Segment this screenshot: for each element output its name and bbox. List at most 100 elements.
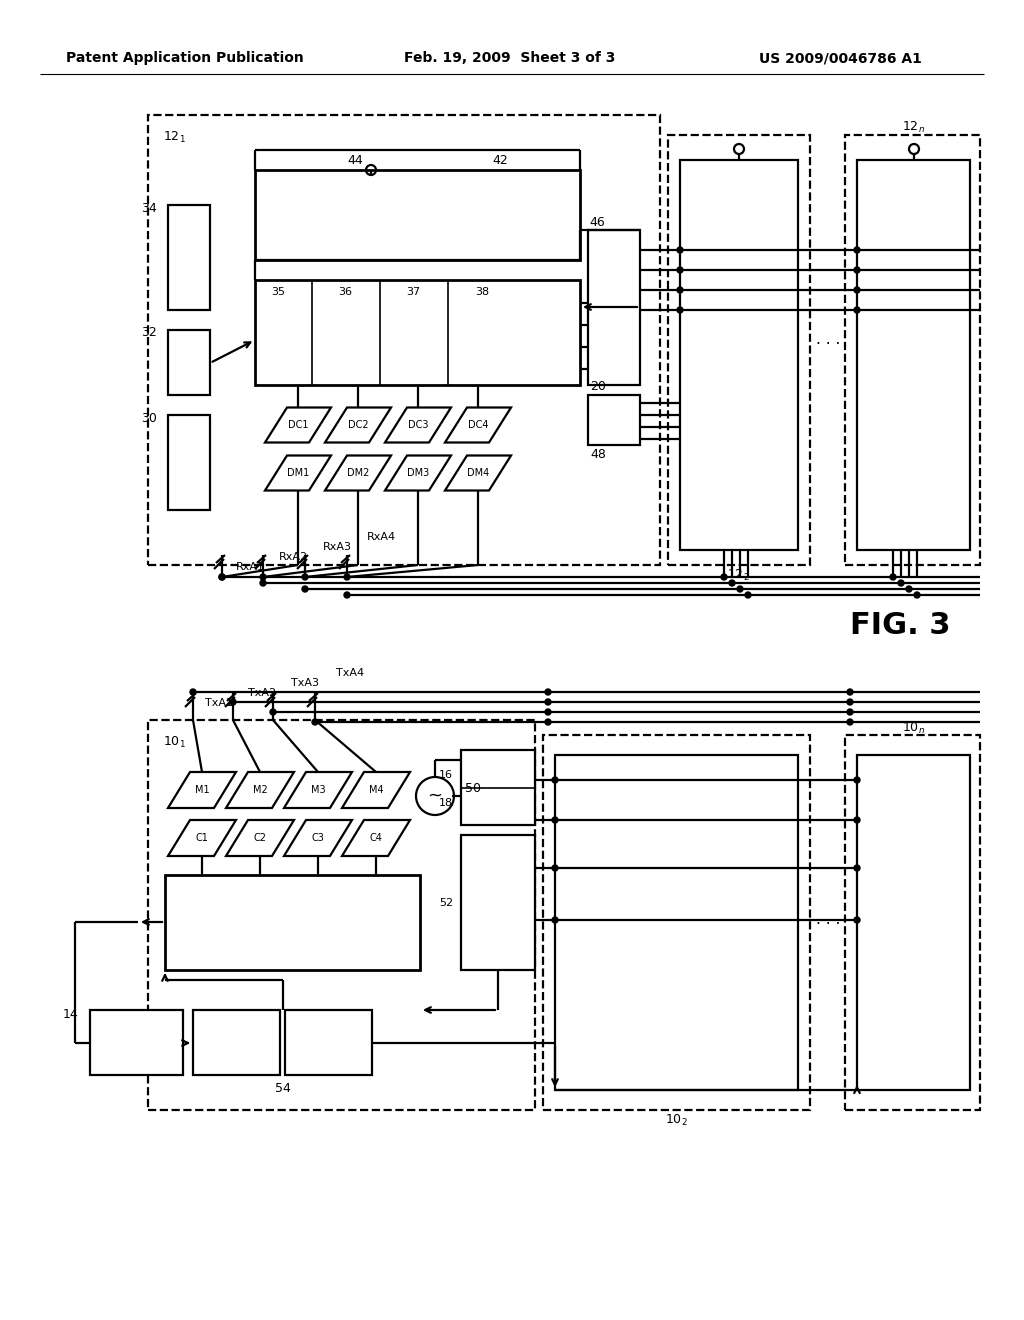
Circle shape bbox=[729, 579, 735, 586]
Text: RxA2: RxA2 bbox=[279, 552, 308, 562]
Circle shape bbox=[745, 591, 751, 598]
Circle shape bbox=[552, 777, 558, 783]
Text: TxA2: TxA2 bbox=[248, 688, 276, 698]
Polygon shape bbox=[168, 820, 236, 855]
Text: Patent Application Publication: Patent Application Publication bbox=[67, 51, 304, 65]
Text: 52: 52 bbox=[439, 898, 453, 908]
Polygon shape bbox=[385, 455, 451, 491]
Text: . . .: . . . bbox=[816, 333, 840, 347]
Circle shape bbox=[219, 574, 225, 579]
Circle shape bbox=[854, 267, 860, 273]
Bar bbox=[90, 1010, 183, 1074]
Bar bbox=[845, 135, 980, 565]
Text: $12_1$: $12_1$ bbox=[163, 129, 185, 145]
Text: 42: 42 bbox=[493, 154, 508, 168]
Circle shape bbox=[545, 689, 551, 696]
Polygon shape bbox=[325, 455, 391, 491]
Circle shape bbox=[914, 591, 920, 598]
Circle shape bbox=[854, 247, 860, 253]
Bar bbox=[168, 205, 210, 310]
Bar bbox=[285, 1010, 372, 1074]
Text: C2: C2 bbox=[254, 833, 266, 843]
Text: $12_2$: $12_2$ bbox=[727, 568, 750, 582]
Circle shape bbox=[260, 574, 266, 579]
Bar bbox=[193, 1010, 280, 1074]
Text: 16: 16 bbox=[439, 770, 453, 780]
Bar bbox=[255, 280, 580, 385]
Polygon shape bbox=[445, 408, 511, 442]
Polygon shape bbox=[168, 772, 236, 808]
Text: C3: C3 bbox=[311, 833, 325, 843]
Circle shape bbox=[854, 286, 860, 293]
Polygon shape bbox=[265, 408, 331, 442]
Circle shape bbox=[737, 586, 743, 591]
Bar bbox=[165, 875, 420, 970]
Circle shape bbox=[312, 719, 318, 725]
Bar bbox=[588, 395, 640, 445]
Bar bbox=[555, 755, 798, 1090]
Text: DC4: DC4 bbox=[468, 420, 488, 430]
Circle shape bbox=[677, 308, 683, 313]
Circle shape bbox=[270, 709, 276, 715]
Circle shape bbox=[906, 586, 912, 591]
Circle shape bbox=[847, 709, 853, 715]
Circle shape bbox=[344, 574, 350, 579]
Polygon shape bbox=[284, 820, 352, 855]
Polygon shape bbox=[445, 455, 511, 491]
Text: 14: 14 bbox=[62, 1008, 78, 1022]
Circle shape bbox=[545, 700, 551, 705]
Circle shape bbox=[898, 579, 904, 586]
Text: 46: 46 bbox=[589, 215, 605, 228]
Bar bbox=[461, 750, 535, 825]
Text: 35: 35 bbox=[271, 286, 285, 297]
Circle shape bbox=[847, 689, 853, 696]
Text: Feb. 19, 2009  Sheet 3 of 3: Feb. 19, 2009 Sheet 3 of 3 bbox=[404, 51, 615, 65]
Text: C4: C4 bbox=[370, 833, 382, 843]
Circle shape bbox=[890, 574, 896, 579]
Text: DC2: DC2 bbox=[348, 420, 369, 430]
Circle shape bbox=[552, 817, 558, 822]
Bar bbox=[461, 836, 535, 970]
Bar bbox=[148, 719, 535, 1110]
Text: DC1: DC1 bbox=[288, 420, 308, 430]
Text: 50: 50 bbox=[465, 781, 481, 795]
Bar bbox=[255, 170, 580, 260]
Circle shape bbox=[854, 865, 860, 871]
Circle shape bbox=[552, 865, 558, 871]
Text: $10_2$: $10_2$ bbox=[665, 1113, 687, 1127]
Text: TxA3: TxA3 bbox=[291, 678, 319, 688]
Polygon shape bbox=[284, 772, 352, 808]
Circle shape bbox=[302, 574, 308, 579]
Text: RxA4: RxA4 bbox=[367, 532, 396, 543]
Text: C1: C1 bbox=[196, 833, 209, 843]
Circle shape bbox=[219, 574, 225, 579]
Bar bbox=[845, 735, 980, 1110]
Text: DM1: DM1 bbox=[287, 469, 309, 478]
Polygon shape bbox=[226, 820, 294, 855]
Circle shape bbox=[344, 591, 350, 598]
Circle shape bbox=[847, 700, 853, 705]
Polygon shape bbox=[385, 408, 451, 442]
Bar bbox=[857, 755, 970, 1090]
Circle shape bbox=[854, 777, 860, 783]
Text: 32: 32 bbox=[141, 326, 157, 339]
Circle shape bbox=[677, 267, 683, 273]
Bar bbox=[543, 735, 810, 1110]
Circle shape bbox=[677, 286, 683, 293]
Text: $10_1$: $10_1$ bbox=[163, 734, 185, 750]
Circle shape bbox=[545, 709, 551, 715]
Text: 48: 48 bbox=[590, 449, 606, 462]
Text: 20: 20 bbox=[590, 380, 606, 393]
Text: 37: 37 bbox=[406, 286, 420, 297]
Text: 54: 54 bbox=[275, 1081, 291, 1094]
Polygon shape bbox=[265, 455, 331, 491]
Text: RxA1: RxA1 bbox=[236, 562, 265, 572]
Text: 18: 18 bbox=[439, 799, 453, 808]
Circle shape bbox=[854, 817, 860, 822]
Bar bbox=[148, 115, 660, 565]
Text: 38: 38 bbox=[475, 286, 489, 297]
Text: FIG. 3: FIG. 3 bbox=[850, 610, 950, 639]
Circle shape bbox=[721, 574, 727, 579]
Bar bbox=[168, 330, 210, 395]
Text: 44: 44 bbox=[347, 154, 362, 168]
